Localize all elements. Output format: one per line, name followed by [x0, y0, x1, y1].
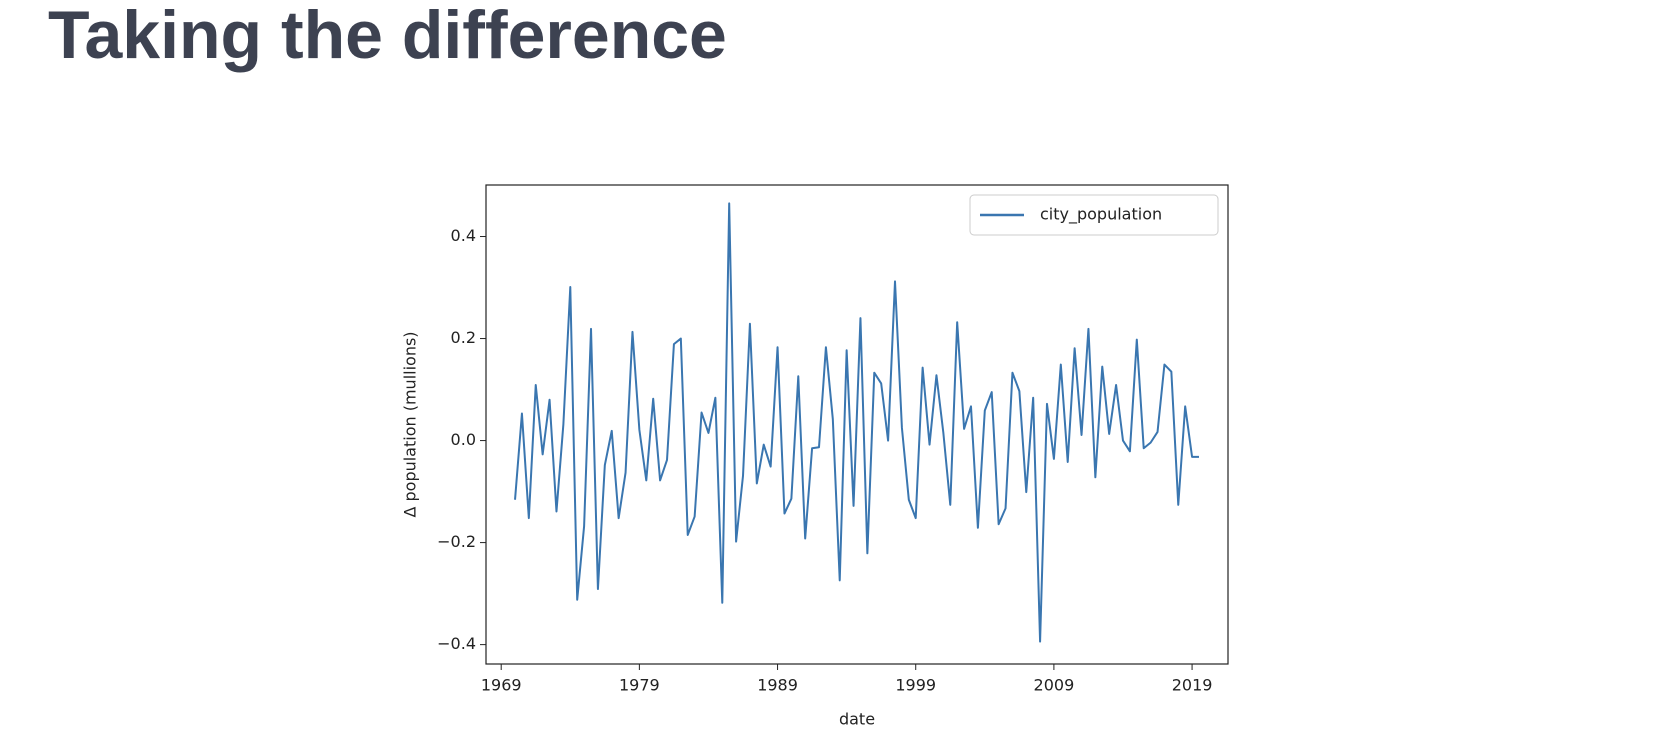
- legend-box: [969, 194, 1219, 236]
- slide-title: Taking the difference: [48, 0, 727, 73]
- y-tick-label: −0.2: [437, 532, 476, 551]
- x-tick-label: 2009: [1034, 676, 1075, 695]
- x-axis-label: date: [839, 710, 875, 729]
- legend-label: city_population: [1040, 205, 1162, 225]
- y-tick-label: 0.4: [451, 226, 476, 245]
- x-tick-label: 1999: [895, 676, 936, 695]
- x-tick-label: 1979: [619, 676, 660, 695]
- y-tick-label: −0.4: [437, 634, 476, 653]
- y-tick-label: 0.0: [451, 430, 476, 449]
- data-line: [514, 202, 1199, 643]
- y-tick-label: 0.2: [451, 328, 476, 347]
- x-tick-label: 2019: [1172, 676, 1213, 695]
- y-axis-label: Δ population (mullions): [401, 331, 420, 517]
- x-tick-label: 1969: [481, 676, 522, 695]
- x-tick-label: 1989: [757, 676, 798, 695]
- plot-frame: [485, 184, 1229, 665]
